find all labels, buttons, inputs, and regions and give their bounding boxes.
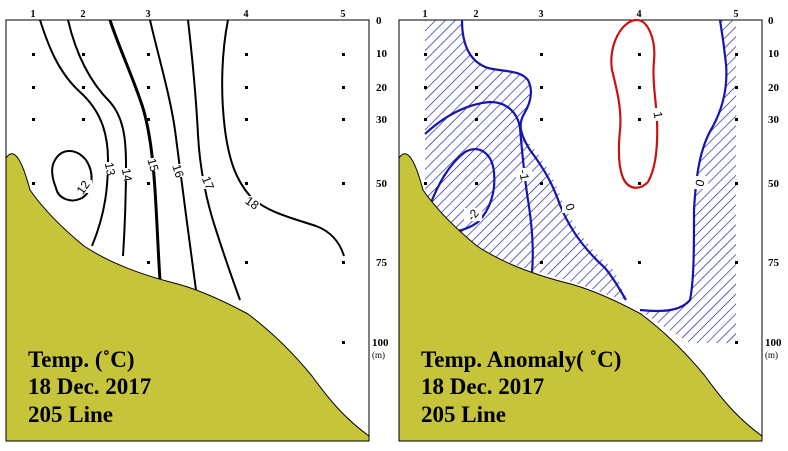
depth-unit: (m) xyxy=(372,350,385,360)
depth-label: 50 xyxy=(768,178,780,190)
negative-anomaly-area xyxy=(425,134,628,300)
isotherm-18 xyxy=(221,19,345,257)
anomaly-contour-0 xyxy=(639,19,728,313)
depth-label: 0 xyxy=(376,15,382,27)
depth-unit: (m) xyxy=(765,350,778,360)
right-title-line: 18 Dec. 2017 xyxy=(421,374,544,399)
anomaly-contour-minus-1 xyxy=(424,100,534,273)
station-label: 2 xyxy=(81,9,86,20)
depth-label: 30 xyxy=(768,114,780,126)
depth-label: 20 xyxy=(768,82,780,94)
depth-label: 20 xyxy=(376,82,388,94)
contour-label: 15 xyxy=(145,157,162,174)
station-label: 5 xyxy=(734,9,739,20)
isotherm-17 xyxy=(187,19,241,301)
depth-label: 100 xyxy=(765,337,782,349)
station-label: 4 xyxy=(244,9,249,20)
isotherm-15 xyxy=(108,19,162,282)
depth-label: 75 xyxy=(768,257,780,269)
station-label: 2 xyxy=(474,9,479,20)
depth-label: 0 xyxy=(768,15,774,27)
anomaly-contour-0 xyxy=(460,19,627,301)
isotherm-14 xyxy=(67,19,128,257)
depth-label: 10 xyxy=(376,48,388,60)
contour-label: -1 xyxy=(516,169,532,182)
isotherms xyxy=(39,19,345,301)
station-label: 5 xyxy=(341,9,346,20)
contour-label: 14 xyxy=(119,167,135,183)
depth-label: 100 xyxy=(372,337,389,349)
negative-anomaly-area xyxy=(425,20,531,134)
station-label: 3 xyxy=(539,9,544,20)
seafloor-land xyxy=(398,153,763,442)
negative-anomaly-area xyxy=(640,20,736,343)
contour-label: 1 xyxy=(651,110,666,119)
right-panel: 1 2 3 4 5 0 10 20 30 50 75 100 (m) xyxy=(398,9,782,442)
contour-label: 0 xyxy=(692,178,707,188)
sample-points xyxy=(424,53,738,344)
station-label: 4 xyxy=(637,9,642,20)
anomaly-contour-minus-2 xyxy=(428,148,496,234)
left-title-line: 205 Line xyxy=(28,402,113,427)
isotherm-13 xyxy=(39,19,110,247)
station-label: 3 xyxy=(146,9,151,20)
isotherm-12 xyxy=(51,150,93,202)
contour-label: 13 xyxy=(102,161,118,177)
station-label: 1 xyxy=(31,9,36,20)
right-title-line: 205 Line xyxy=(421,402,506,427)
station-label: 1 xyxy=(423,9,428,20)
sample-points xyxy=(32,53,345,344)
depth-label: 50 xyxy=(376,178,388,190)
left-title-line: Temp. (˚C) xyxy=(28,347,134,372)
contour-label: 17 xyxy=(199,174,217,192)
left-panel: 1 2 3 4 5 0 10 20 30 50 75 100 (m) xyxy=(5,9,389,442)
depth-label: 30 xyxy=(376,114,388,126)
contour-label: 16 xyxy=(169,162,187,179)
depth-label: 75 xyxy=(376,257,388,269)
anomaly-contours xyxy=(424,18,728,313)
anomaly-contour-plus-1 xyxy=(610,18,659,189)
contour-label: 0 xyxy=(562,201,578,212)
right-title-line: Temp. Anomaly( ˚C) xyxy=(421,347,621,372)
depth-label: 10 xyxy=(768,48,780,60)
left-title-line: 18 Dec. 2017 xyxy=(28,374,151,399)
seafloor-land xyxy=(5,153,370,442)
